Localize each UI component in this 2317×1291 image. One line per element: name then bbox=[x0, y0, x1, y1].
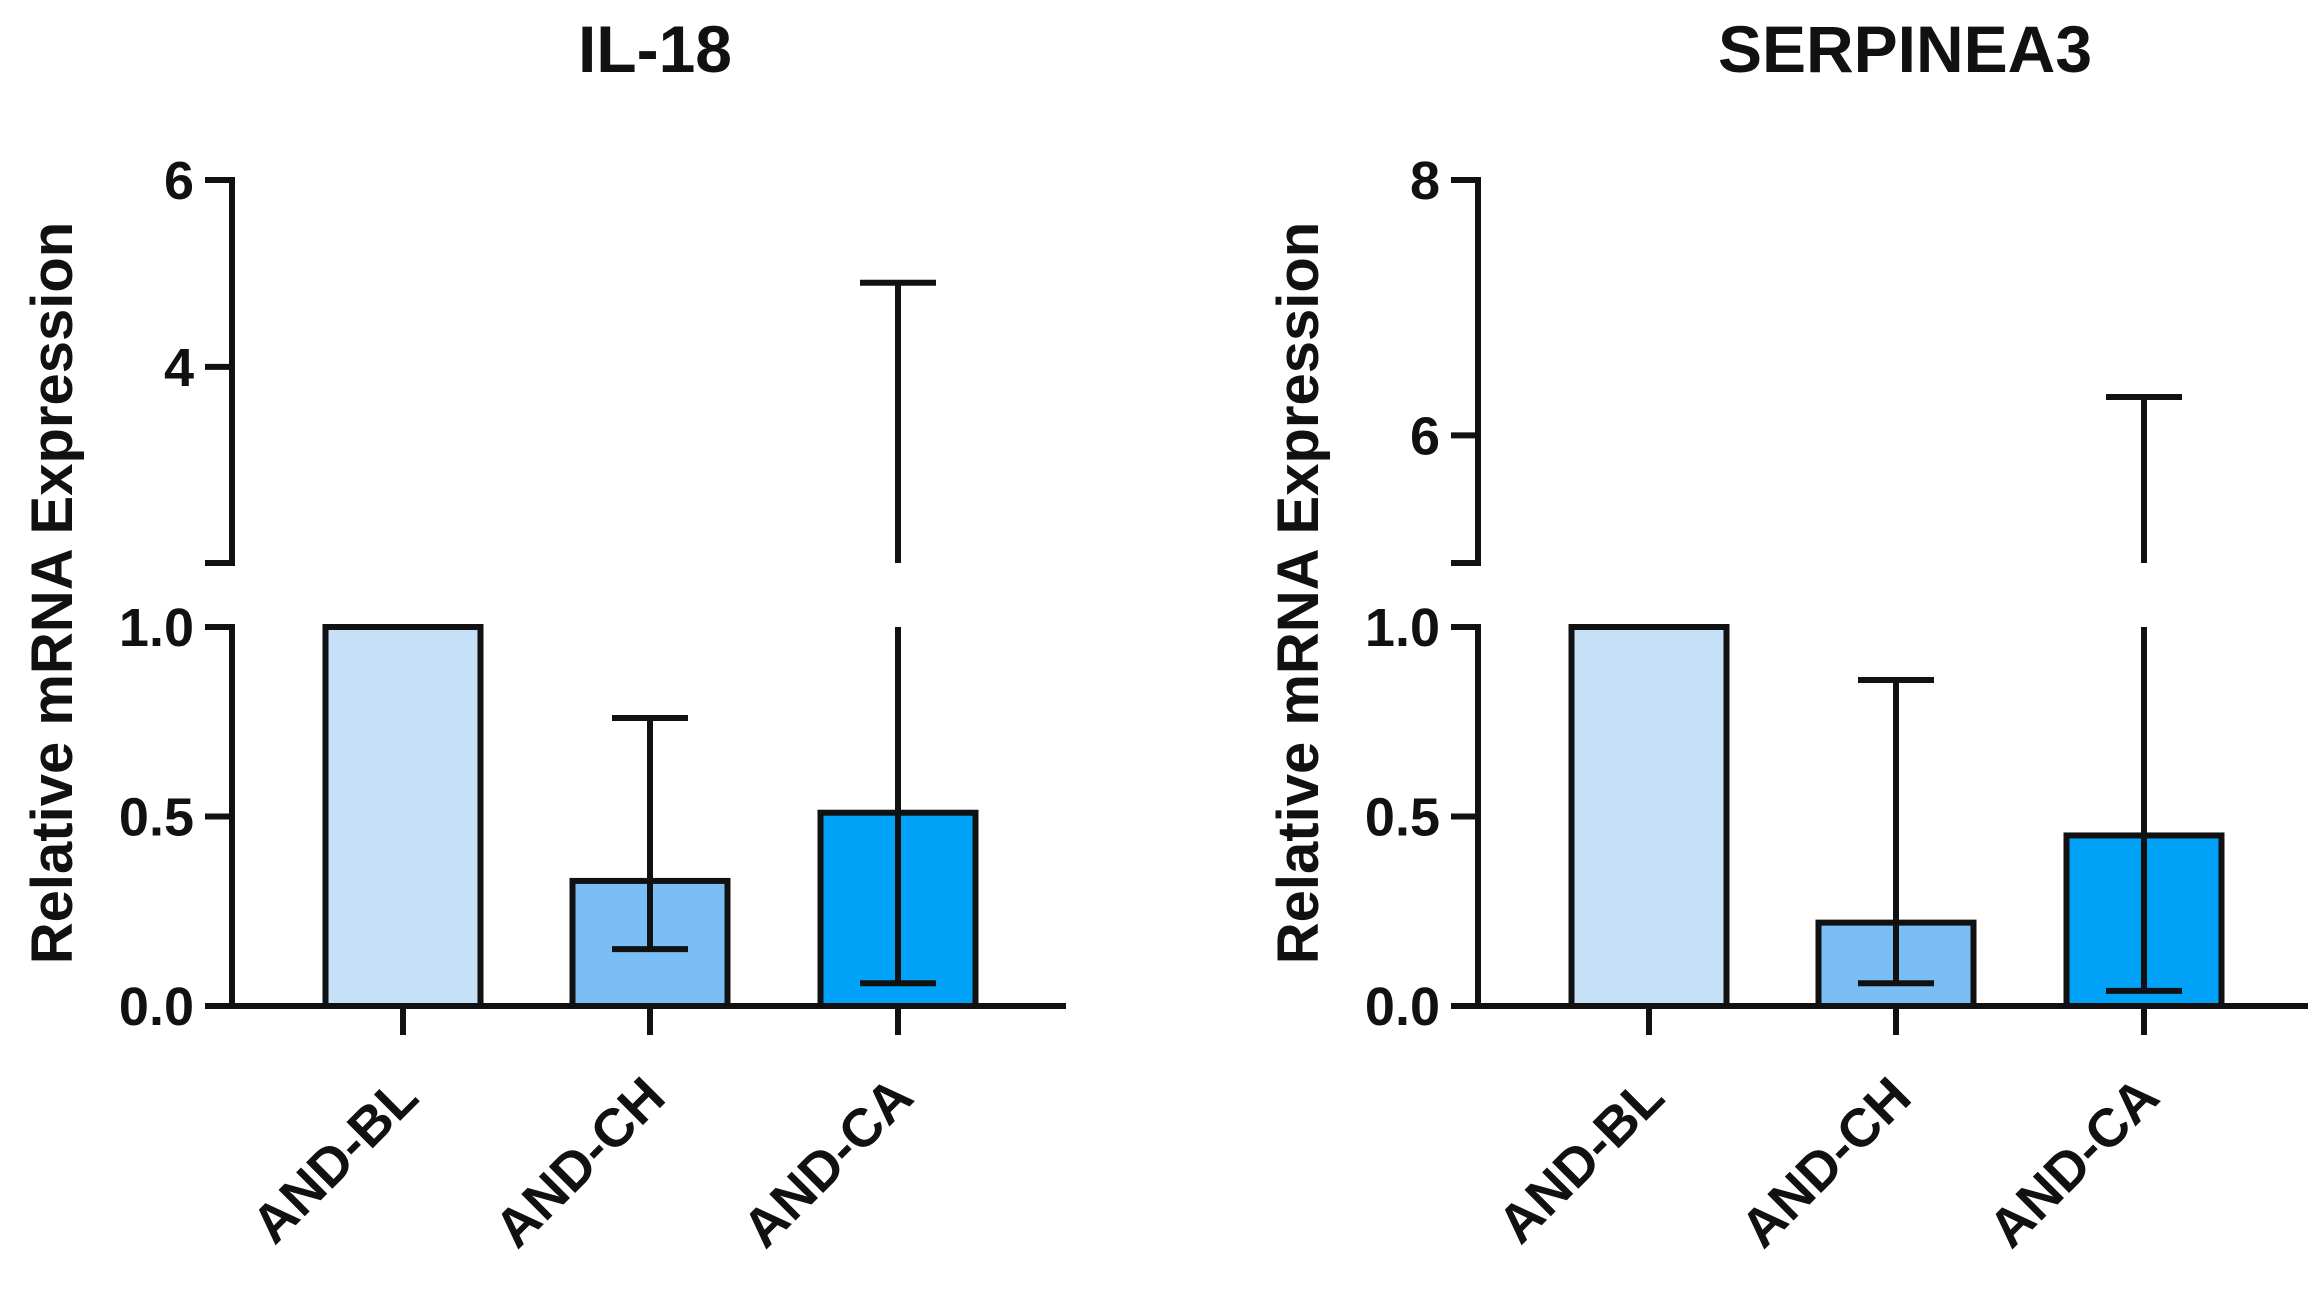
y-tick-label: 4 bbox=[164, 338, 194, 398]
x-tick-label: AND-BL bbox=[241, 1066, 430, 1255]
bar-and-bl bbox=[322, 624, 484, 1009]
y-tick-label: 0.5 bbox=[119, 788, 194, 848]
y-axis-label: Relative mRNA Expression bbox=[1266, 222, 1331, 964]
chart-title: SERPINEA3 bbox=[1718, 12, 2092, 86]
chart-title: IL-18 bbox=[578, 12, 732, 86]
y-tick-label: 1.0 bbox=[1365, 598, 1440, 658]
y-axis-label: Relative mRNA Expression bbox=[20, 222, 85, 964]
bar-and-bl bbox=[1568, 624, 1730, 1009]
x-tick-label: AND-CH bbox=[483, 1066, 676, 1259]
x-tick-label: AND-CA bbox=[1977, 1066, 2170, 1259]
y-tick-label: 0.0 bbox=[119, 977, 194, 1037]
y-tick-label: 6 bbox=[164, 151, 194, 211]
y-tick-label: 1.0 bbox=[119, 598, 194, 658]
y-tick-label: 6 bbox=[1410, 406, 1440, 466]
y-tick-label: 0.5 bbox=[1365, 788, 1440, 848]
x-tick-label: AND-CH bbox=[1729, 1066, 1922, 1259]
y-tick-label: 0.0 bbox=[1365, 977, 1440, 1037]
x-tick-label: AND-CA bbox=[731, 1066, 924, 1259]
y-tick-label: 8 bbox=[1410, 151, 1440, 211]
x-tick-label: AND-BL bbox=[1487, 1066, 1676, 1255]
